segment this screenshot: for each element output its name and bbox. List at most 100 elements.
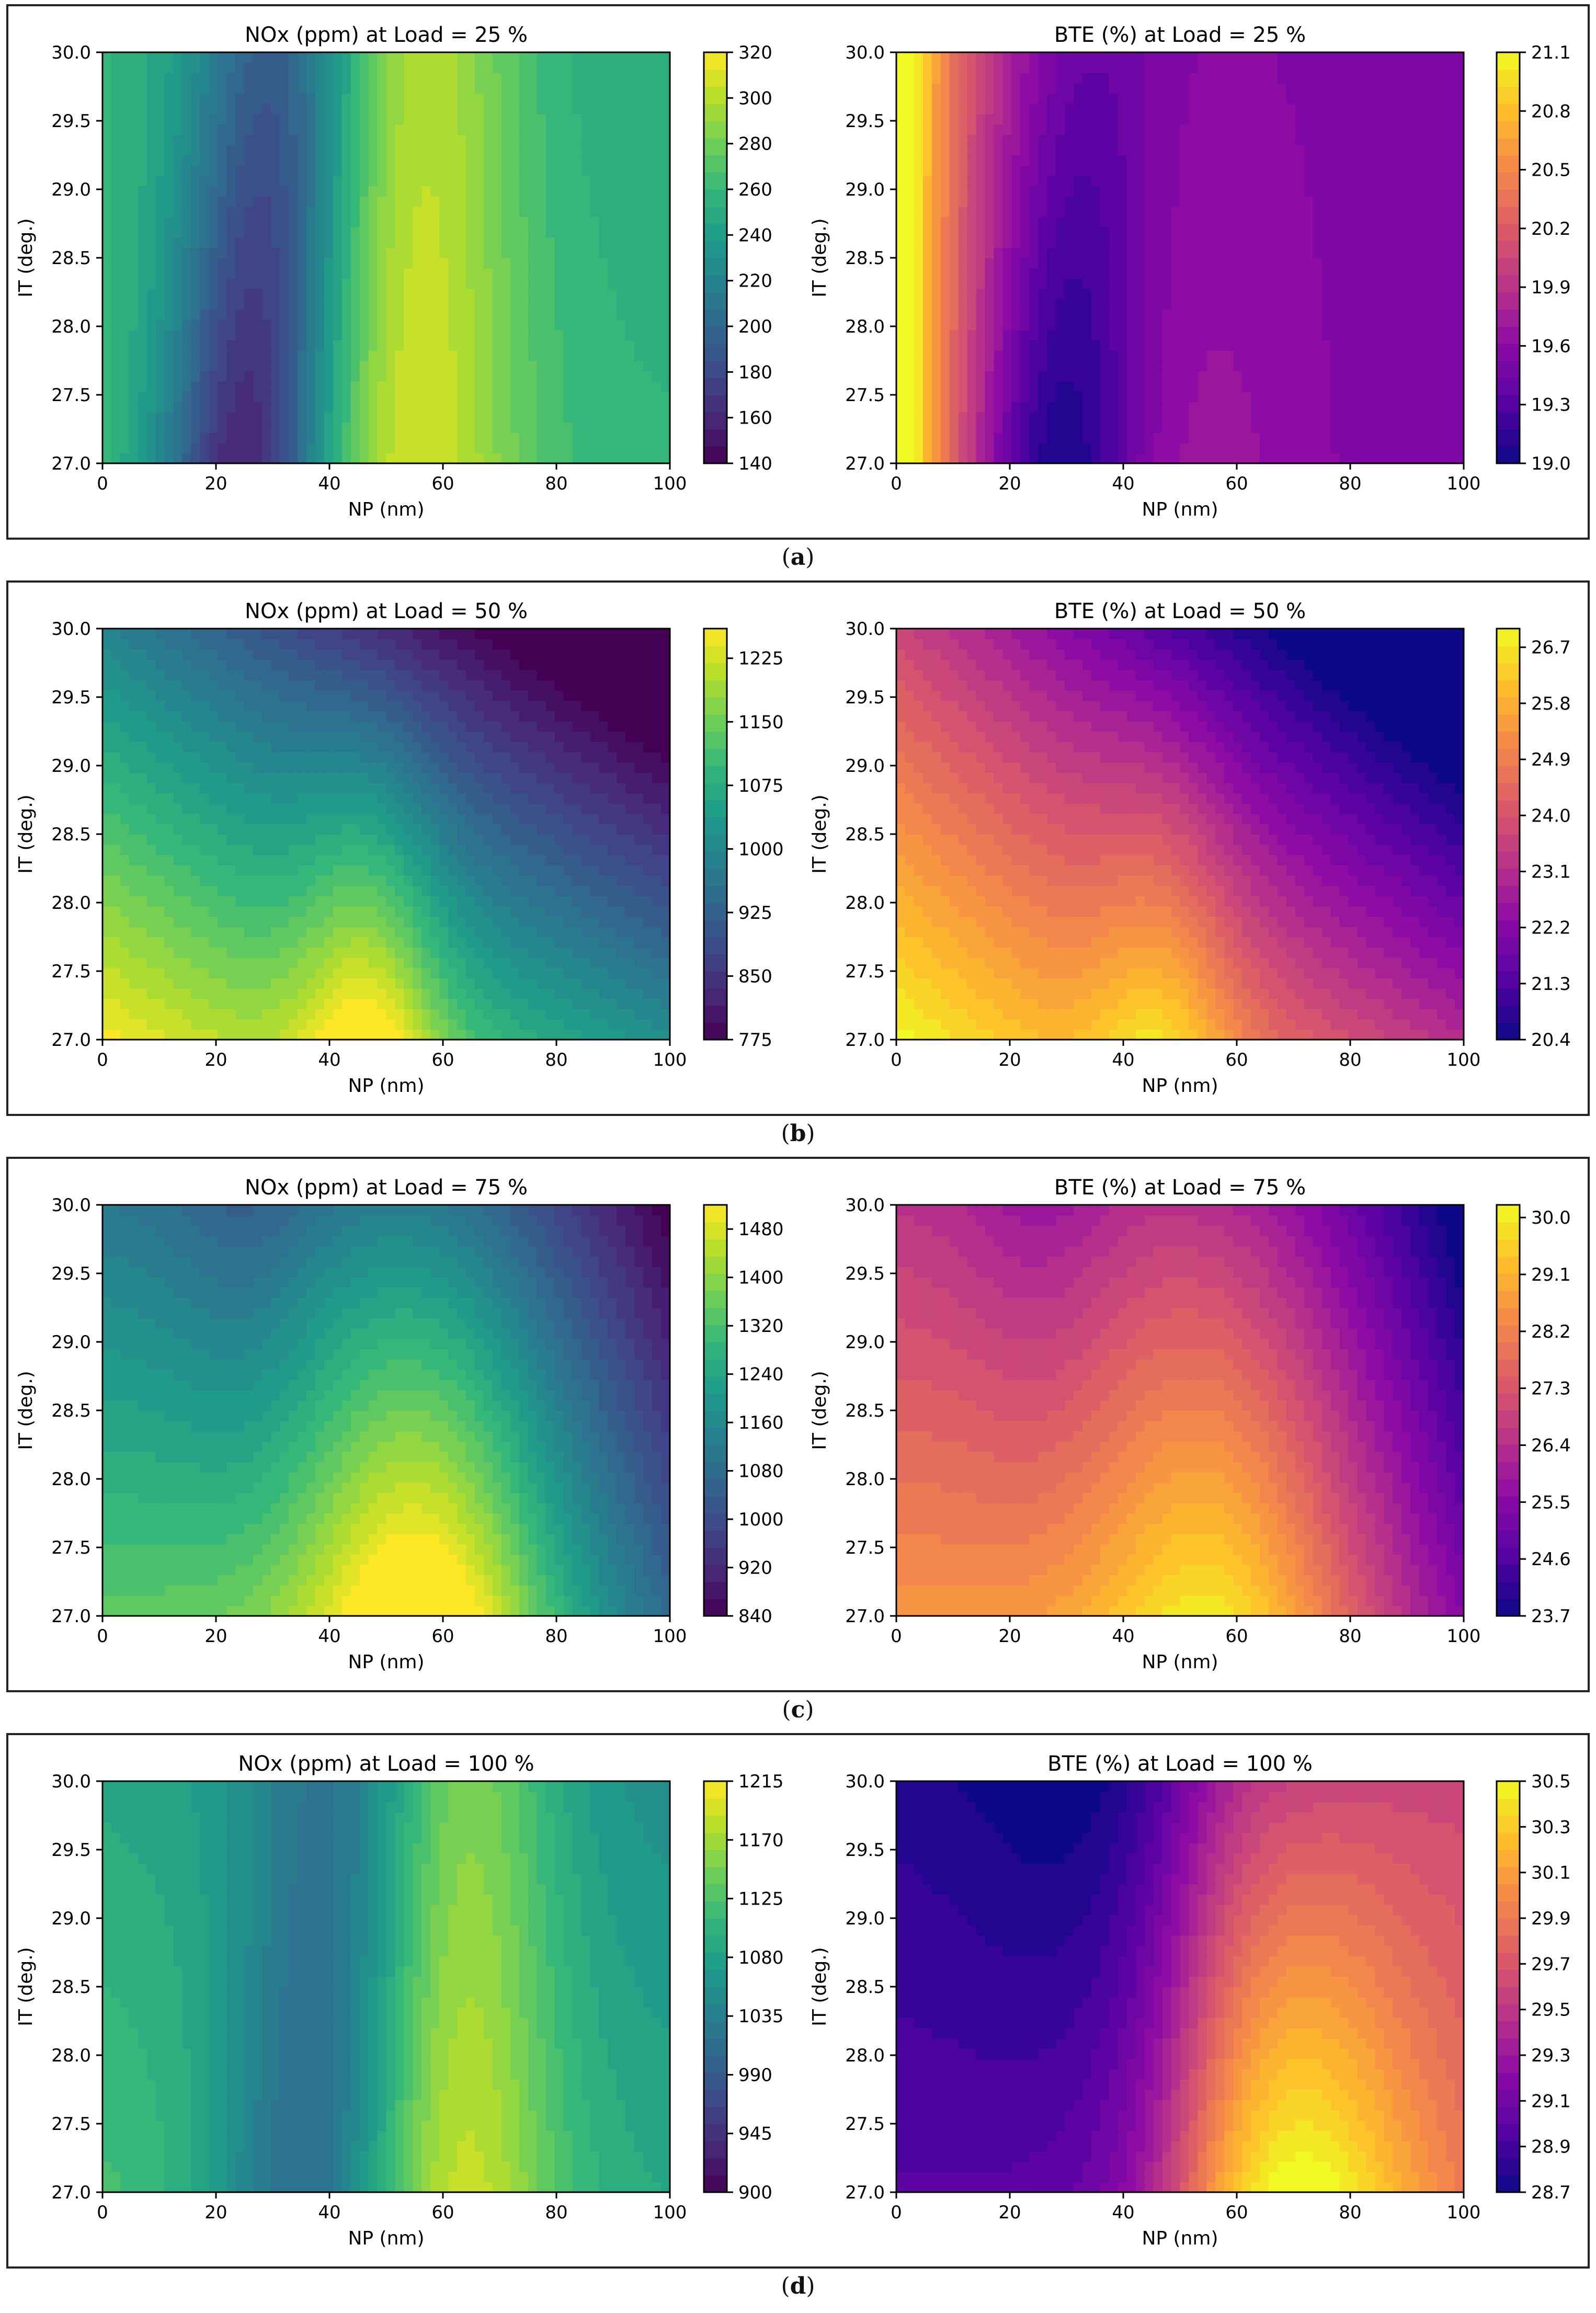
heat-cell [1065,113,1074,125]
heat-cell [164,104,174,115]
heat-cell [475,319,484,331]
heat-cell [457,268,466,279]
heat-cell [182,268,192,279]
heat-cell [905,350,915,361]
heat-cell [1242,340,1251,351]
heat-cell [253,329,263,340]
heat-cell [537,175,546,187]
heat-cell [155,278,165,289]
heat-cell [129,319,139,331]
heat-cell [1002,73,1012,84]
heat-cell [333,360,343,371]
heat-cell [492,371,502,382]
heat-cell [519,104,529,115]
heat-cell [262,144,271,156]
heat-cell [1171,329,1181,340]
heat-cell [1384,288,1394,300]
heat-cell [448,206,458,218]
heat-cell [1029,62,1039,74]
heat-cell [235,391,245,402]
heat-cell [625,329,635,340]
heat-cell [1339,247,1349,258]
heat-cell [1180,350,1190,361]
heat-cell [244,391,254,402]
heat-cell [652,350,662,361]
heat-cell [173,144,183,156]
heat-cell [138,73,147,84]
heat-cell [519,442,529,454]
heat-cell [1091,247,1101,258]
heat-cell [1029,73,1039,84]
heat-cell [1011,453,1021,464]
heat-cell [457,432,466,443]
heat-cell [1189,73,1199,84]
heat-cell [896,175,906,187]
heat-cell [244,453,254,464]
heat-cell [448,73,458,84]
heat-cell [1074,93,1083,105]
heat-cell [209,165,219,176]
heat-cell [958,340,968,351]
heat-cell [244,278,254,289]
heat-cell [1144,319,1154,331]
heat-cell [1215,412,1225,423]
heat-cell [1260,93,1269,105]
heat-cell [430,62,440,74]
heat-cell [976,371,986,382]
heat-cell [1321,442,1331,454]
heat-cell [922,258,932,269]
heat-cell [182,196,192,207]
heat-cell [528,155,538,166]
heat-cell [173,371,183,382]
heat-cell [590,402,600,413]
heat-cell [967,124,977,135]
heat-cell [324,175,334,187]
heat-cell [439,288,449,300]
heat-cell [289,309,298,320]
heat-cell [430,442,440,454]
heat-cell [209,309,219,320]
colorbar-band [704,360,727,379]
heat-cell [554,309,564,320]
heat-cell [1357,165,1367,176]
heat-cell [289,52,298,63]
heat-cell [1118,186,1127,197]
heat-cell [661,319,670,331]
y-tick-label: 27.5 [51,385,91,406]
heat-cell [164,402,174,413]
heat-cell [958,247,968,258]
heat-cell [1056,165,1065,176]
heat-cell [421,340,431,351]
heat-cell [1251,175,1260,187]
heat-cell [958,237,968,248]
heat-cell [359,309,369,320]
heat-cell [280,309,289,320]
heat-cell [1321,402,1331,413]
heat-cell [1011,412,1021,423]
heat-cell [492,442,502,454]
heat-cell [652,83,662,94]
heat-cell [1109,288,1119,300]
heat-cell [1002,340,1012,351]
heat-cell [111,412,121,423]
heat-cell [341,412,351,423]
heat-cell [1251,134,1260,145]
heat-cell [182,391,192,402]
heat-cell [404,196,414,207]
heat-cell [661,402,670,413]
heat-cell [1313,217,1323,227]
heat-cell [1180,412,1190,423]
heat-cell [1339,144,1349,156]
heat-cell [1304,340,1314,351]
heat-cell [1313,93,1323,105]
heat-cell [333,175,343,187]
heat-cell [1100,453,1110,464]
heat-cell [306,186,316,197]
heat-cell [1401,391,1411,402]
heat-cell [1047,104,1056,115]
heat-cell [1135,206,1145,218]
heat-cell [1295,237,1305,248]
heat-cell [155,52,165,63]
heat-cell [439,134,449,145]
heat-cell [1047,299,1056,310]
